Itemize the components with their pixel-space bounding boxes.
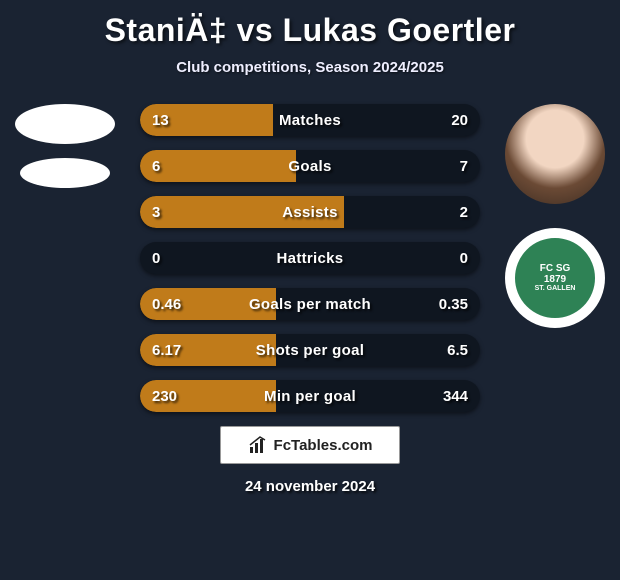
stat-right-value: 7 [460,150,468,182]
team-logo-left [20,158,110,188]
stat-row: 0Hattricks0 [140,242,480,274]
stat-right-value: 2 [460,196,468,228]
right-avatar-column: FC SG 1879 ST. GALLEN [500,104,610,352]
footer-date: 24 november 2024 [0,478,620,495]
stat-right-value: 6.5 [447,334,468,366]
stat-right-value: 344 [443,380,468,412]
stat-right-value: 0.35 [439,288,468,320]
team-logo-right-inner: FC SG 1879 ST. GALLEN [513,236,597,320]
stat-label: Hattricks [140,242,480,274]
left-avatar-column [10,104,120,212]
footer-site-text: FcTables.com [274,437,373,454]
footer-logo: FcTables.com [220,426,400,464]
stat-bars: 13Matches20 6Goals7 3Assists2 0Hattricks0 0.… [140,104,480,412]
stat-label: Goals per match [140,288,480,320]
player-photo-right [505,104,605,204]
page-subtitle: Club competitions, Season 2024/2025 [0,59,620,76]
team-logo-right: FC SG 1879 ST. GALLEN [505,228,605,328]
stat-row: 3Assists2 [140,196,480,228]
stat-label: Assists [140,196,480,228]
stat-label: Matches [140,104,480,136]
stat-row: 6.17Shots per goal6.5 [140,334,480,366]
stat-label: Goals [140,150,480,182]
team-logo-line2: 1879 [544,274,566,285]
player-photo-left [15,104,115,144]
stat-right-value: 20 [451,104,468,136]
stat-row: 6Goals7 [140,150,480,182]
page-title: StaniÄ‡ vs Lukas Goertler [0,0,620,49]
stat-row: 13Matches20 [140,104,480,136]
stat-label: Shots per goal [140,334,480,366]
stat-label: Min per goal [140,380,480,412]
stat-row: 230Min per goal344 [140,380,480,412]
stat-row: 0.46Goals per match0.35 [140,288,480,320]
comparison-content: FC SG 1879 ST. GALLEN 13Matches20 6Goals7… [0,104,620,412]
team-logo-line3: ST. GALLEN [535,285,576,293]
team-logo-line1: FC SG [540,263,571,274]
chart-icon [248,435,268,455]
stat-right-value: 0 [460,242,468,274]
